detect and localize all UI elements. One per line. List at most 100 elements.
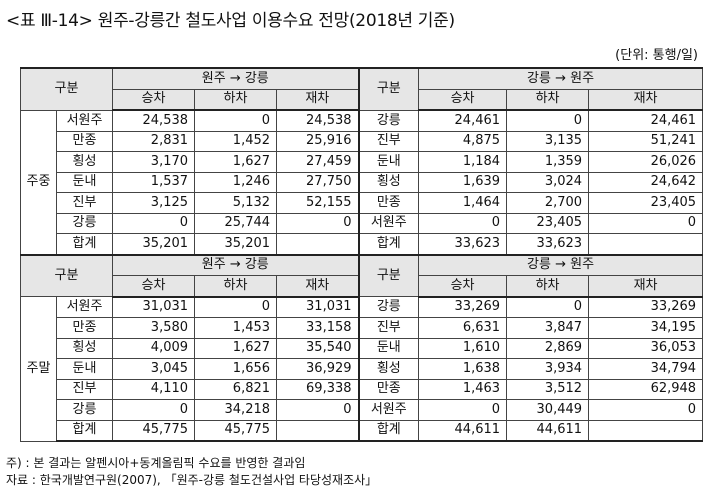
value-cell: 45,775 [194, 419, 278, 442]
value-cell: 31,031 [276, 296, 360, 318]
table-row: 합계 35,201 35,201 합계 33,623 33,623 [21, 233, 704, 255]
station-cell: 둔내 [55, 171, 114, 193]
value-cell: 44,611 [418, 419, 508, 442]
col-header-alight: 하차 [506, 275, 590, 298]
group-header: 구분 [357, 67, 420, 111]
value-cell: 45,775 [112, 419, 196, 442]
header-row: 구분 원주 → 강릉 구분 강릉 → 원주 [19, 67, 704, 111]
station-cell: 합계 [357, 419, 420, 442]
value-cell: 0 [194, 109, 278, 132]
value-cell: 3,135 [506, 130, 590, 152]
value-cell: 3,847 [506, 317, 590, 339]
station-cell: 둔내 [55, 358, 114, 380]
value-cell: 24,538 [276, 109, 360, 132]
value-cell: 52,155 [276, 192, 360, 214]
value-cell: 33,623 [506, 233, 590, 255]
value-cell: 24,461 [588, 109, 704, 132]
value-cell: 1,246 [194, 171, 278, 193]
station-cell: 진부 [55, 378, 114, 400]
col-header-alight: 하차 [194, 88, 278, 111]
col-header-onboard: 재차 [276, 275, 360, 298]
value-cell: 5,132 [194, 192, 278, 214]
table-row: 주중 서원주 24,538 0 24,538 강릉 24,461 0 24,461 [20, 109, 704, 255]
value-cell: 36,929 [276, 358, 360, 380]
value-cell: 1,184 [418, 151, 508, 173]
value-cell: 35,201 [112, 233, 196, 255]
value-cell: 1,627 [194, 151, 278, 173]
value-cell: 1,464 [418, 192, 508, 214]
value-cell: 36,053 [588, 337, 704, 359]
value-cell: 0 [112, 212, 196, 234]
col-header-alight: 하차 [194, 275, 278, 298]
table-row: 진부 4,110 6,821 69,338 만종 1,463 3,512 62,948 [21, 378, 704, 400]
col-header-onboard: 재차 [588, 88, 704, 111]
value-cell: 0 [506, 296, 590, 318]
station-cell: 진부 [357, 130, 420, 152]
station-cell: 둔내 [357, 337, 420, 359]
value-cell: 3,580 [112, 317, 196, 339]
value-cell: 27,459 [276, 151, 360, 173]
value-cell: 25,916 [276, 130, 360, 152]
value-cell [588, 233, 704, 255]
station-cell: 진부 [357, 317, 420, 339]
table-row: 만종 2,831 1,452 25,916 진부 4,875 3,135 51,241 [21, 130, 704, 152]
source-text: 자료 : 한국개발연구원(2007), 「원주-강릉 철도건설사업 타당성재조사… [6, 473, 378, 487]
value-cell: 4,875 [418, 130, 508, 152]
value-cell: 2,700 [506, 192, 590, 214]
value-cell: 1,359 [506, 151, 590, 173]
value-cell: 0 [506, 109, 590, 132]
value-cell: 27,750 [276, 171, 360, 193]
station-cell: 강릉 [55, 399, 114, 421]
value-cell: 1,638 [418, 358, 508, 380]
period-label: 주중 [20, 109, 57, 255]
direction-header-gangneung-wonju: 강릉 → 원주 [418, 67, 704, 90]
value-cell: 51,241 [588, 130, 704, 152]
value-cell: 34,794 [588, 358, 704, 380]
unit-label: (단위: 통행/일) [615, 48, 698, 63]
station-cell: 둔내 [357, 151, 420, 173]
table-row: 강릉 0 25,744 0 서원주 0 23,405 0 [21, 212, 704, 234]
value-cell: 1,463 [418, 378, 508, 400]
header-row: 구분 원주 → 강릉 구분 강릉 → 원주 [19, 253, 704, 297]
station-cell: 서원주 [357, 212, 420, 234]
value-cell: 69,338 [276, 378, 360, 400]
value-cell: 0 [588, 212, 704, 234]
value-cell: 3,024 [506, 171, 590, 193]
value-cell [276, 233, 360, 255]
value-cell: 4,009 [112, 337, 196, 359]
value-cell: 1,452 [194, 130, 278, 152]
value-cell: 0 [276, 212, 360, 234]
value-cell [588, 419, 704, 442]
demand-table: 구분 원주 → 강릉 구분 강릉 → 원주 승차 하차 재차 승차 하차 재차 주중 서원주 24,53… [19, 67, 704, 442]
value-cell: 33,269 [418, 296, 508, 318]
value-cell: 33,623 [418, 233, 508, 255]
value-cell: 33,158 [276, 317, 360, 339]
value-cell: 3,125 [112, 192, 196, 214]
table-row: 횡성 3,170 1,627 27,459 둔내 1,184 1,359 26,026 [21, 151, 704, 173]
station-cell: 만종 [55, 130, 114, 152]
station-cell: 만종 [55, 317, 114, 339]
station-cell: 횡성 [357, 171, 420, 193]
period-label: 주말 [20, 296, 57, 442]
station-cell: 진부 [55, 192, 114, 214]
direction-header-wonju-gangneung: 원주 → 강릉 [112, 67, 360, 90]
value-cell: 3,170 [112, 151, 196, 173]
value-cell: 3,934 [506, 358, 590, 380]
station-cell: 횡성 [55, 337, 114, 359]
col-header-board: 승차 [418, 275, 508, 298]
station-cell: 강릉 [357, 109, 420, 132]
value-cell: 23,405 [588, 192, 704, 214]
value-cell: 2,831 [112, 130, 196, 152]
value-cell: 3,045 [112, 358, 196, 380]
value-cell: 24,642 [588, 171, 704, 193]
value-cell: 6,631 [418, 317, 508, 339]
value-cell: 44,611 [506, 419, 590, 442]
subheader-row: 승차 하차 재차 승차 하차 재차 [21, 275, 704, 298]
value-cell: 0 [418, 212, 508, 234]
station-cell: 합계 [55, 233, 114, 255]
value-cell: 34,218 [194, 399, 278, 421]
table-row: 주말 서원주 31,031 0 31,031 강릉 33,269 0 33,269 [20, 296, 704, 442]
col-header-board: 승차 [112, 275, 196, 298]
value-cell: 30,449 [506, 399, 590, 421]
direction-header-wonju-gangneung: 원주 → 강릉 [112, 253, 360, 276]
